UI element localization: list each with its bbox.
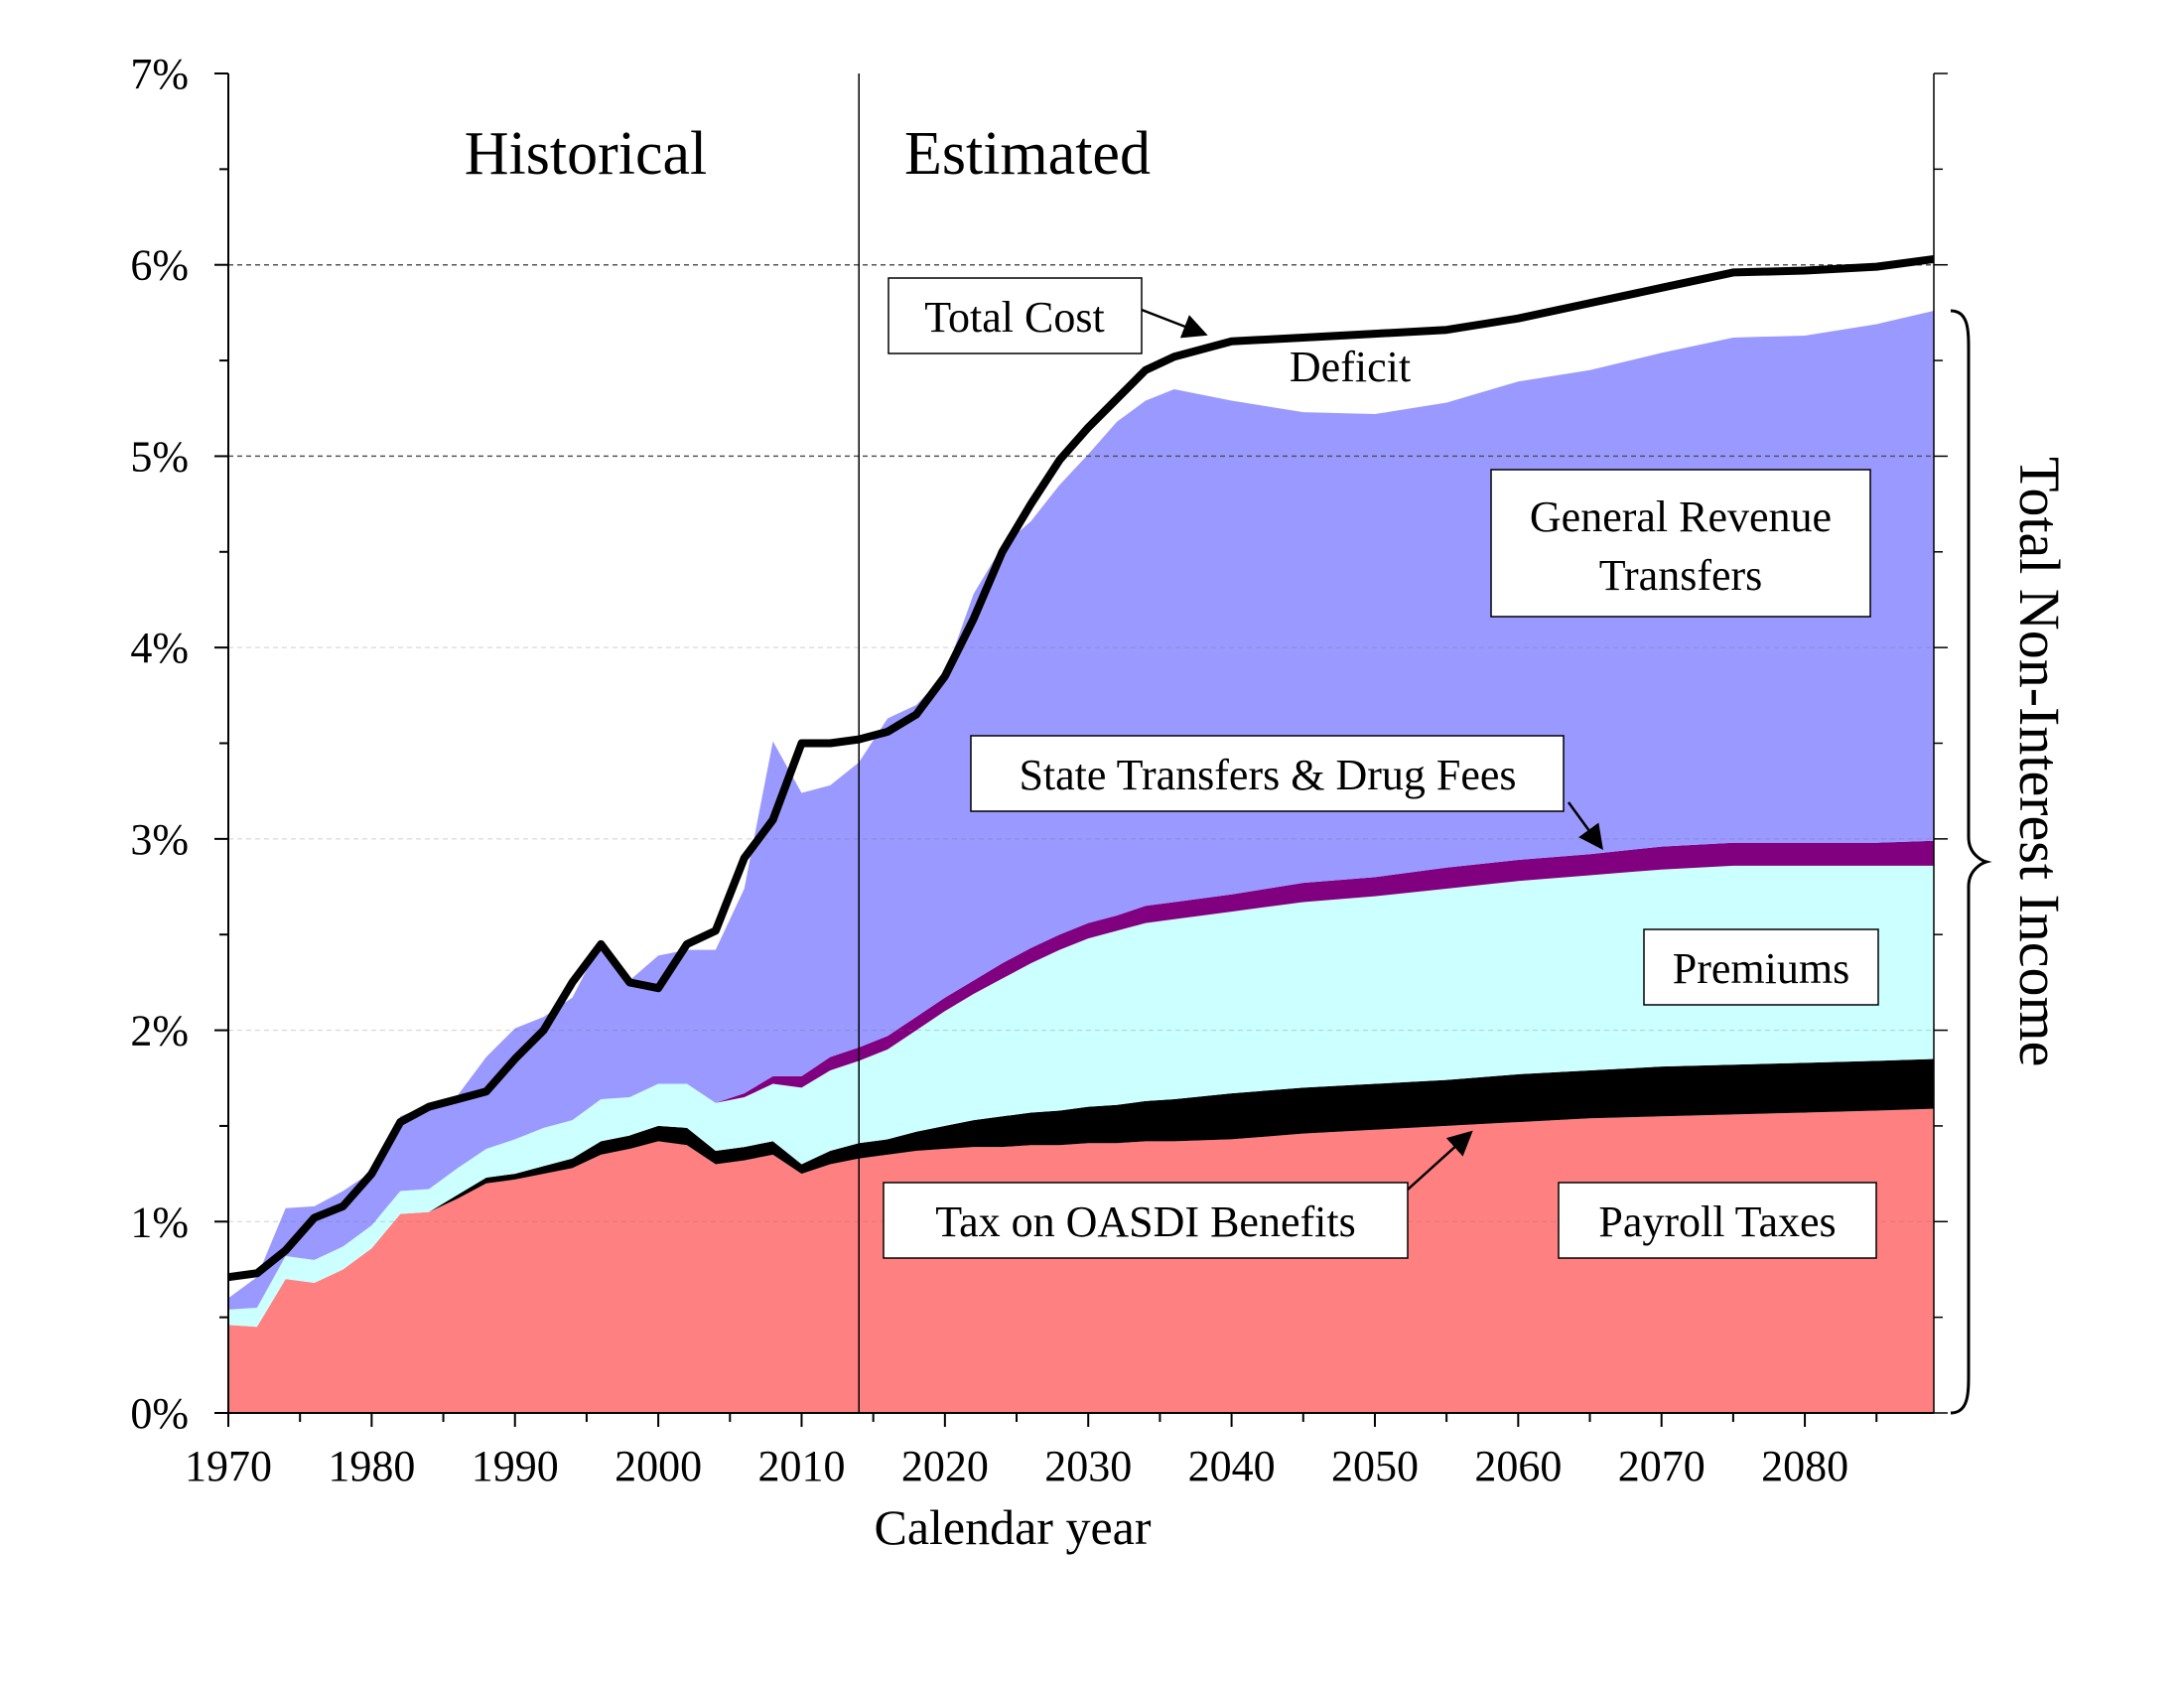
general-revenue-label-box [1490,469,1871,618]
payroll-taxes-label: Payroll Taxes [1598,1197,1836,1246]
x-tick-label: 1990 [472,1442,559,1490]
y-tick-label: 3% [130,815,189,864]
state-transfers-label: State Transfers & Drug Fees [1019,751,1516,799]
total-cost-line [227,254,1935,1282]
total-cost-label: Total Cost [924,293,1104,342]
tax-oasdi-label-box [883,1182,1409,1259]
y-tick-label: 7% [130,50,189,98]
area-tax-on-oasdi-benefits [228,1058,1934,1328]
x-tick-label: 1970 [185,1442,272,1490]
y-tick-label: 6% [130,241,189,290]
x-tick-label: 2010 [757,1442,845,1490]
total-non-interest-income-label: Total Non-Interest Income [2007,457,2072,1066]
payroll-taxes-label-box [1558,1182,1877,1259]
y-tick-label: 2% [130,1007,189,1055]
area-state-transfers-drug-fees [228,840,1934,1310]
region-label-historical: Historical [465,120,708,188]
premiums-label-box [1643,928,1879,1006]
x-tick-label: 1980 [328,1442,415,1490]
y-tick-label: 4% [130,624,189,672]
y-tick-label: 0% [130,1389,189,1438]
y-tick-labels: 0% 1% 2% 3% 4% 5% 6% 7% [130,50,189,1438]
state-transfers-arrow [1567,801,1603,851]
axes [214,72,1948,1427]
tax-oasdi-label: Tax on OASDI Benefits [935,1197,1355,1246]
total-cost-label-box [887,277,1143,354]
area-payroll-taxes [228,1108,1934,1413]
y-tick-label: 1% [130,1197,189,1246]
x-tick-label: 2040 [1188,1442,1276,1490]
premiums-label: Premiums [1673,944,1849,993]
x-tick-label: 2050 [1331,1442,1419,1490]
x-tick-label: 2060 [1474,1442,1562,1490]
total-cost-arrow [1141,308,1208,339]
tax-oasdi-arrow [1407,1130,1473,1191]
x-tick-label: 2030 [1044,1442,1132,1490]
x-axis-title: Calendar year [874,1499,1151,1555]
x-tick-label: 2020 [901,1442,989,1490]
area-premiums [228,865,1934,1328]
state-transfers-label-box [970,735,1565,812]
x-tick-label: 2070 [1618,1442,1706,1490]
income-brace [1950,309,1992,1415]
y-tick-label: 5% [130,432,189,481]
general-revenue-label-line2: Transfers [1599,551,1763,600]
x-tick-label: 2000 [614,1442,702,1490]
region-label-estimated: Estimated [904,120,1151,188]
x-tick-labels: 1970 1980 1990 2000 2010 2020 2030 2040 2050 2060… [185,1442,1848,1490]
deficit-label: Deficit [1290,343,1411,391]
general-revenue-label-line1: General Revenue [1530,492,1832,541]
x-tick-label: 2080 [1761,1442,1848,1490]
